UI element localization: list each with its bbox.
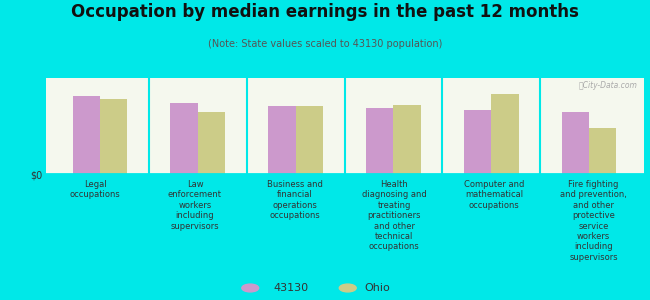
Text: Computer and
mathematical
occupations: Computer and mathematical occupations [464,180,524,210]
Text: Legal
occupations: Legal occupations [70,180,121,200]
Text: 43130: 43130 [273,283,308,293]
Bar [73,96,100,174]
Bar [198,112,225,174]
Bar [393,105,421,174]
Text: (Note: State values scaled to 43130 population): (Note: State values scaled to 43130 popu… [208,39,442,49]
Bar [100,99,127,174]
Bar [562,112,589,174]
Text: Business and
financial
operations
occupations: Business and financial operations occupa… [266,180,322,220]
Text: Law
enforcement
workers
including
supervisors: Law enforcement workers including superv… [168,180,222,231]
Bar [268,106,296,174]
Text: Occupation by median earnings in the past 12 months: Occupation by median earnings in the pas… [71,3,579,21]
Text: Ohio: Ohio [364,283,390,293]
Bar [491,94,519,174]
Bar [296,106,323,174]
Text: Health
diagnosing and
treating
practitioners
and other
technical
occupations: Health diagnosing and treating practitio… [362,180,426,251]
Bar [170,103,198,174]
Bar [589,128,616,174]
Text: Fire fighting
and prevention,
and other
protective
service
workers
including
sup: Fire fighting and prevention, and other … [560,180,627,262]
Bar [366,108,393,174]
Text: ⓂCity-Data.com: ⓂCity-Data.com [578,81,638,90]
Bar [464,110,491,174]
